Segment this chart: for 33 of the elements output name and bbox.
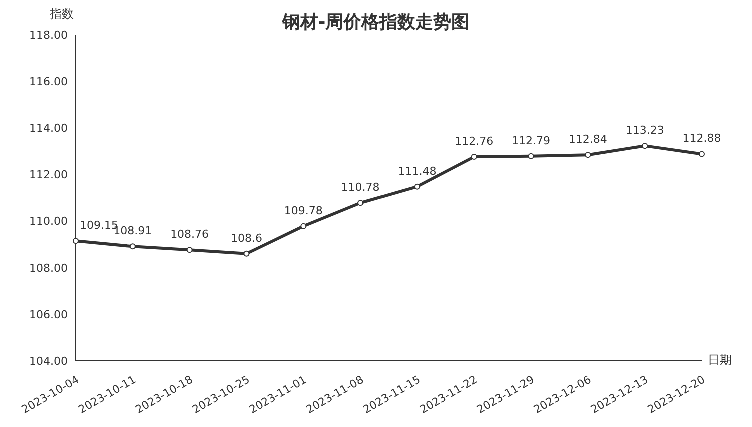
chart-title: 钢材-周价格指数走势图 [282, 12, 470, 33]
point [471, 154, 478, 160]
y-tick-label: 104.00 [30, 354, 68, 368]
y-axis-title: 指数 [50, 6, 74, 23]
y-tick-label: 106.00 [30, 308, 68, 322]
y-tick-label: 118.00 [30, 28, 68, 42]
point [642, 143, 648, 150]
data-label: 113.23 [626, 124, 664, 138]
data-label: 112.76 [455, 135, 494, 148]
point [130, 244, 136, 250]
data-label: 109.78 [284, 204, 323, 218]
point [699, 151, 705, 158]
y-tick-label: 116.00 [30, 75, 68, 88]
data-label: 112.88 [682, 132, 722, 146]
data-label: 108.76 [170, 228, 210, 242]
data-label: 111.48 [398, 164, 437, 178]
data-label: 108.6 [230, 232, 262, 245]
point [528, 153, 534, 160]
point [358, 200, 364, 206]
data-label: 110.78 [341, 181, 380, 194]
x-axis-title: 日期 [708, 352, 732, 369]
point [186, 247, 193, 254]
point [414, 184, 420, 190]
y-tick-label: 114.00 [30, 122, 68, 136]
data-label: 112.79 [512, 134, 551, 148]
data-label: 112.84 [568, 133, 608, 146]
point [73, 238, 79, 244]
y-tick-label: 110.00 [30, 215, 68, 228]
y-tick-label: 108.00 [30, 262, 68, 275]
point [300, 223, 307, 230]
point [585, 152, 592, 158]
y-tick-label: 112.00 [30, 168, 68, 182]
point [244, 250, 250, 257]
